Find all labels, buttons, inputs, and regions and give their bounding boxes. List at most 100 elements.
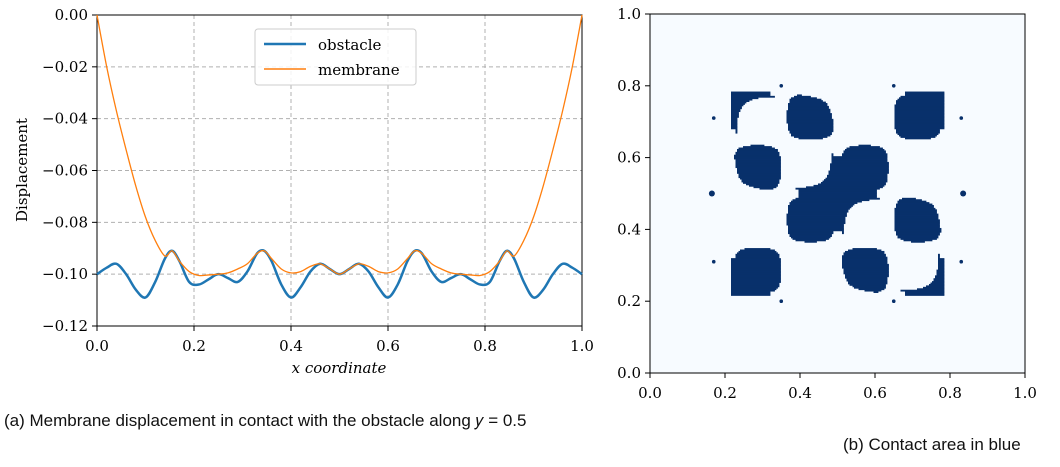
- contact-cell: [746, 183, 778, 186]
- contact-cell: [894, 127, 945, 130]
- contact-dot: [779, 84, 784, 88]
- contact-cell: [905, 94, 945, 97]
- contact-cell: [798, 190, 877, 193]
- contact-cell: [731, 118, 738, 121]
- y-tick-label: 0.0: [617, 364, 641, 382]
- contact-cell: [731, 291, 771, 293]
- contact-cell: [894, 225, 940, 227]
- contact-cell: [788, 127, 834, 130]
- contact-area-map: 0.0 0.2 0.4 0.6 0.8 1.0 0.0 0.2 0.4 0.6 0.8 1.0: [617, 5, 1037, 402]
- contact-cell: [735, 163, 781, 166]
- contact-cell: [735, 255, 780, 258]
- y-tick-labels: 0.00 −0.02 −0.04 −0.06 −0.08 −0.10 −0.12: [42, 6, 97, 335]
- contact-cell: [738, 174, 781, 177]
- contact-cell: [894, 210, 937, 213]
- contact-cell: [894, 124, 945, 127]
- contact-cell: [788, 207, 850, 210]
- contact-cell: [894, 113, 945, 115]
- contact-cell: [795, 197, 880, 200]
- contact-dot: [708, 190, 715, 197]
- contact-cell: [798, 137, 823, 140]
- y-tick-label: −0.04: [42, 110, 88, 128]
- contact-cell: [936, 269, 945, 272]
- map-frame: [649, 13, 1026, 374]
- contact-cell: [854, 286, 886, 289]
- contact-cell: [894, 111, 945, 114]
- contact-cell: [894, 227, 942, 230]
- contact-cell: [735, 160, 781, 163]
- contact-cell: [894, 220, 940, 223]
- contact-cell: [897, 133, 939, 136]
- contact-cell: [848, 249, 882, 252]
- contact-cell: [797, 94, 802, 97]
- contact-cell: [831, 159, 888, 161]
- y-tick-labels: 0.0 0.2 0.4 0.6 0.8 1.0: [617, 5, 650, 382]
- contact-cell: [896, 103, 945, 105]
- contact-cell: [897, 236, 939, 239]
- contact-cell: [846, 147, 883, 150]
- contact-cell: [926, 285, 945, 288]
- contact-cell: [894, 126, 945, 128]
- contact-cell: [731, 273, 781, 276]
- contact-cell: [842, 265, 889, 268]
- contact-cell: [734, 157, 781, 160]
- contact-cell: [894, 107, 945, 110]
- y-tick-label: −0.08: [42, 213, 88, 231]
- contact-cell: [896, 128, 940, 131]
- contact-cell: [822, 180, 888, 183]
- contact-cell: [935, 276, 945, 279]
- x-tick-labels: 0.0 0.2 0.4 0.6 0.8 1.0: [638, 373, 1037, 402]
- contact-cell: [894, 223, 940, 226]
- contact-cell: [930, 282, 945, 285]
- contact-cell: [894, 117, 945, 120]
- contact-cell: [852, 285, 886, 288]
- contact-cell: [843, 268, 889, 271]
- contact-cell: [731, 259, 781, 262]
- contact-cell: [842, 263, 889, 266]
- contact-cell: [734, 154, 780, 157]
- contact-cell: [744, 248, 771, 250]
- contact-cell: [938, 259, 945, 262]
- contact-cell: [798, 189, 877, 192]
- contact-cell: [896, 230, 942, 233]
- contact-cell: [731, 120, 738, 123]
- contact-cell: [735, 159, 781, 161]
- contact-cell: [731, 100, 750, 102]
- contact-cell: [828, 173, 888, 176]
- contact-dot: [959, 116, 964, 120]
- contact-cell: [731, 98, 753, 101]
- contact-cell: [788, 104, 828, 107]
- contact-cell: [843, 151, 886, 154]
- contact-dot: [711, 116, 716, 120]
- x-tick-label: 0.2: [182, 337, 206, 355]
- contact-cell: [731, 97, 759, 100]
- contact-cell: [894, 222, 940, 225]
- x-tick-label: 0.4: [788, 384, 812, 402]
- contact-cell: [806, 186, 883, 189]
- contact-cell: [791, 97, 817, 100]
- contact-cell: [731, 105, 742, 108]
- contact-cell: [731, 289, 775, 292]
- contact-cell: [938, 260, 945, 263]
- contact-cell: [786, 220, 846, 223]
- contact-cell: [936, 273, 945, 276]
- contact-cell: [735, 128, 738, 131]
- x-axis-label: x coordinate: [292, 359, 387, 377]
- contact-cell: [731, 101, 747, 104]
- contact-cell: [843, 271, 889, 273]
- contact-cell: [735, 151, 780, 154]
- x-tick-label: 0.4: [279, 337, 303, 355]
- contact-dot: [960, 190, 967, 197]
- contact-cell: [902, 197, 916, 200]
- contact-cell: [897, 200, 927, 203]
- contact-cell: [731, 114, 739, 117]
- contact-cell: [788, 206, 852, 209]
- contact-cell: [845, 273, 889, 276]
- contact-cell: [894, 212, 937, 215]
- contact-cell: [788, 128, 834, 131]
- contact-cell: [738, 250, 777, 253]
- contact-cell: [894, 115, 945, 118]
- contact-cell: [899, 97, 945, 100]
- contact-cell: [894, 104, 945, 107]
- contact-cell: [731, 271, 781, 273]
